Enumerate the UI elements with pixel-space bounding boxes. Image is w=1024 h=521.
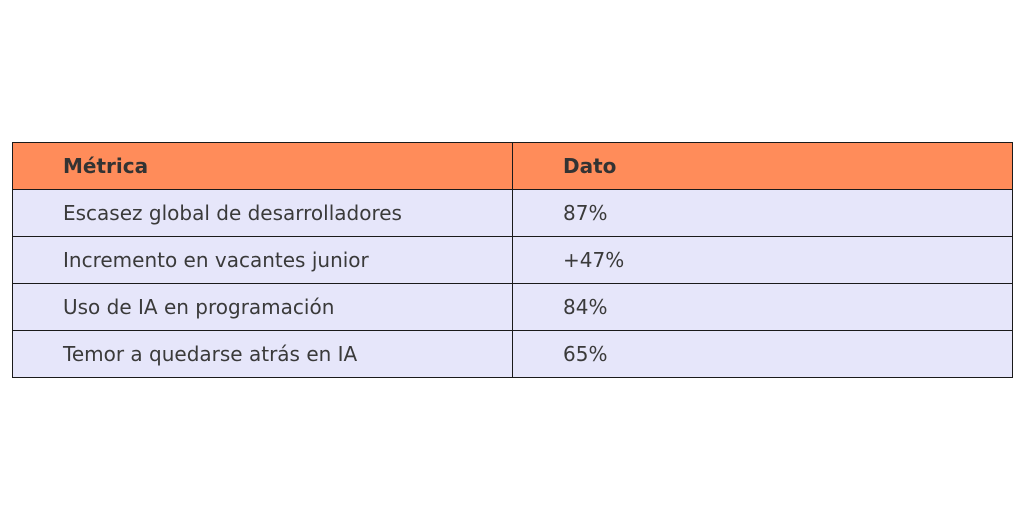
value-cell: 65% (512, 330, 1013, 378)
metrics-table-container: Métrica Dato Escasez global de desarroll… (12, 142, 1013, 378)
table-row: Escasez global de desarrolladores 87% (12, 189, 1013, 237)
metric-cell: Escasez global de desarrolladores (12, 189, 513, 237)
value-cell: +47% (512, 236, 1013, 284)
metric-cell: Uso de IA en programación (12, 283, 513, 331)
metrics-table: Métrica Dato Escasez global de desarroll… (12, 142, 1013, 378)
column-header-value: Dato (512, 142, 1013, 190)
value-cell: 87% (512, 189, 1013, 237)
table-row: Uso de IA en programación 84% (12, 283, 1013, 331)
metric-cell: Temor a quedarse atrás en IA (12, 330, 513, 378)
metric-cell: Incremento en vacantes junior (12, 236, 513, 284)
column-header-metric: Métrica (12, 142, 513, 190)
table-row: Temor a quedarse atrás en IA 65% (12, 330, 1013, 378)
table-header-row: Métrica Dato (12, 142, 1013, 190)
table-row: Incremento en vacantes junior +47% (12, 236, 1013, 284)
value-cell: 84% (512, 283, 1013, 331)
